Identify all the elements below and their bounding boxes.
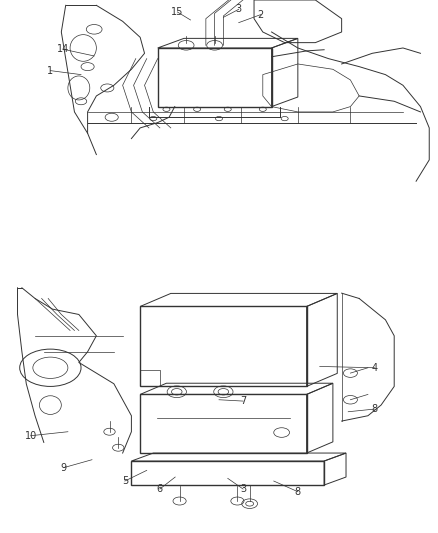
Text: 10: 10: [25, 431, 37, 441]
Text: 2: 2: [258, 10, 264, 20]
Text: 8: 8: [295, 487, 301, 497]
Text: 14: 14: [57, 44, 70, 54]
Bar: [158, 48, 272, 107]
Text: 6: 6: [157, 484, 163, 494]
Text: 15: 15: [171, 7, 184, 17]
Bar: [140, 394, 307, 453]
Text: 4: 4: [371, 363, 378, 373]
Bar: [131, 461, 324, 485]
Text: 8: 8: [371, 404, 378, 414]
Text: 1: 1: [47, 66, 53, 76]
Text: 7: 7: [240, 396, 246, 406]
Text: 3: 3: [236, 4, 242, 14]
Text: 3: 3: [240, 484, 246, 494]
Text: 9: 9: [60, 463, 67, 473]
Bar: [140, 306, 307, 386]
Text: 5: 5: [122, 476, 128, 486]
